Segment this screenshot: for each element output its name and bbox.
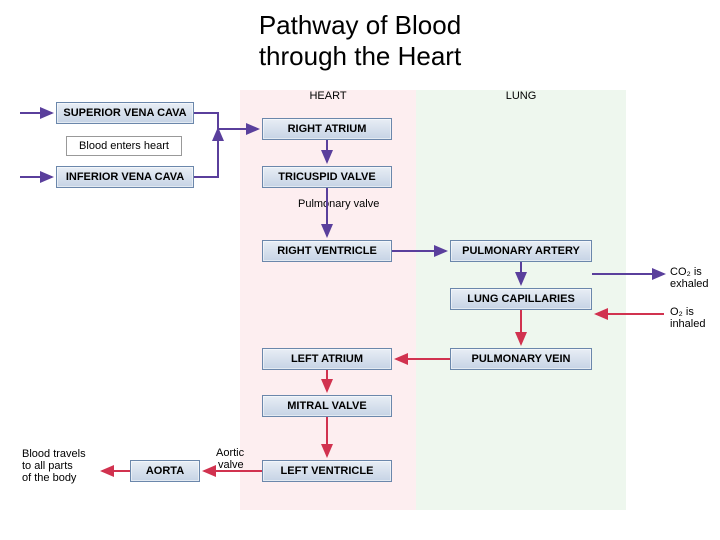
box-tricuspid-valve: TRICUSPID VALVE — [262, 166, 392, 188]
box-aorta: AORTA — [130, 460, 200, 482]
label-body-l1: Blood travels — [22, 448, 86, 461]
box-right-atrium: RIGHT ATRIUM — [262, 118, 392, 140]
zone-heart-label: HEART — [240, 90, 416, 102]
box-superior-vena-cava: SUPERIOR VENA CAVA — [56, 102, 194, 124]
label-co2-l1: CO₂ is — [670, 266, 702, 279]
label-body-l2: to all parts — [22, 460, 73, 473]
zone-heart: HEART — [240, 90, 416, 510]
label-co2-l2: exhaled — [670, 278, 709, 291]
box-right-ventricle: RIGHT VENTRICLE — [262, 240, 392, 262]
box-blood-enters-heart: Blood enters heart — [66, 136, 182, 156]
box-pulmonary-vein: PULMONARY VEIN — [450, 348, 592, 370]
zone-lung-label: LUNG — [416, 90, 626, 102]
diagram-area: HEART LUNG SUPERIOR VENA CAVA Blood ente… — [0, 90, 720, 510]
label-pulmonary-valve: Pulmonary valve — [298, 198, 379, 211]
label-aortic-valve-l2: valve — [218, 459, 244, 472]
box-mitral-valve: MITRAL VALVE — [262, 395, 392, 417]
label-o2-l2: inhaled — [670, 318, 705, 331]
title-line-1: Pathway of Blood — [259, 10, 461, 40]
label-body-l3: of the body — [22, 472, 76, 485]
page-title: Pathway of Blood through the Heart — [0, 0, 720, 72]
label-o2-l1: O₂ is — [670, 306, 694, 319]
box-pulmonary-artery: PULMONARY ARTERY — [450, 240, 592, 262]
box-left-ventricle: LEFT VENTRICLE — [262, 460, 392, 482]
box-inferior-vena-cava: INFERIOR VENA CAVA — [56, 166, 194, 188]
box-left-atrium: LEFT ATRIUM — [262, 348, 392, 370]
label-aortic-valve-l1: Aortic — [216, 447, 244, 460]
box-lung-capillaries: LUNG CAPILLARIES — [450, 288, 592, 310]
title-line-2: through the Heart — [259, 41, 461, 71]
arrow-ivc-to-ra — [194, 129, 218, 177]
